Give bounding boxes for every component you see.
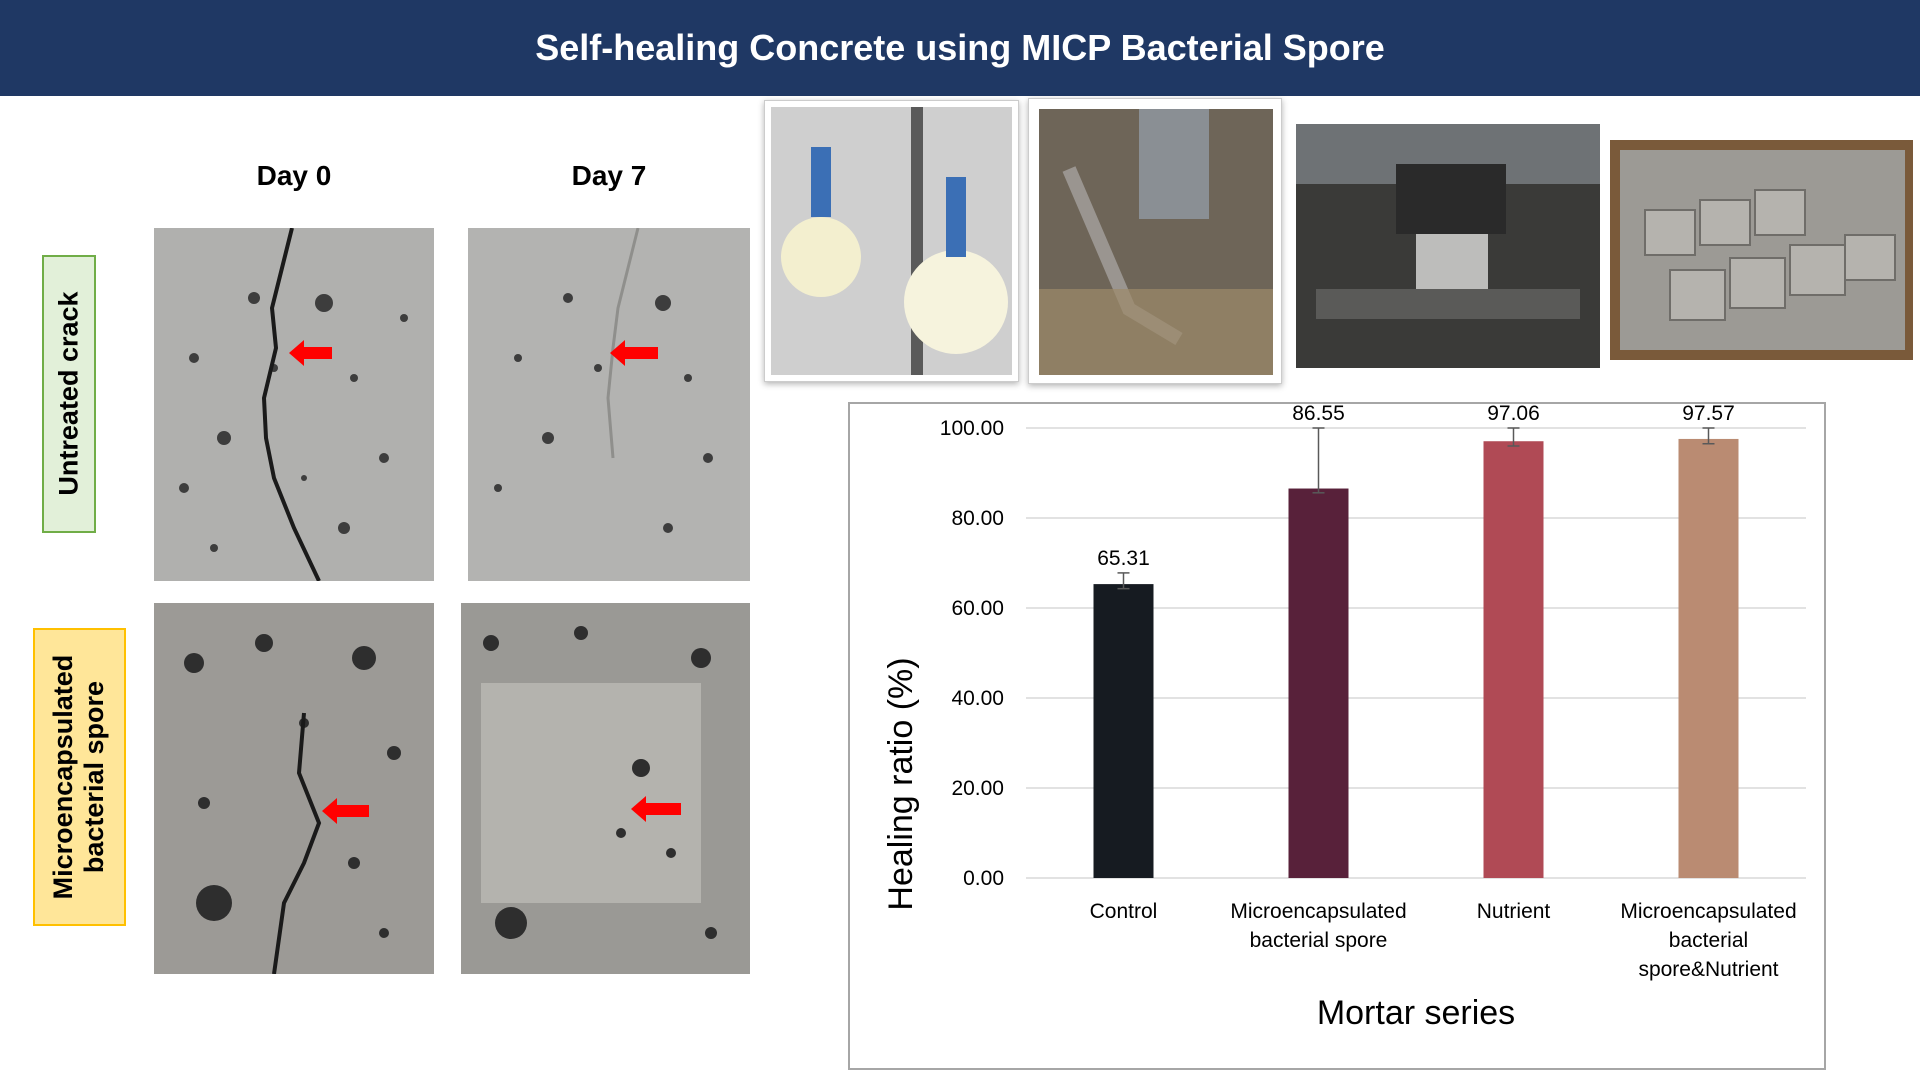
- photo-microencapsulated-day7: [461, 603, 750, 974]
- x-tick-label: Nutrient: [1477, 900, 1551, 923]
- row-label-micro-line1: Microencapsulated: [48, 654, 79, 900]
- photo-mortar-cubes: [1610, 140, 1913, 360]
- arrow-icon: [610, 340, 658, 366]
- photo-untreated-day0: [154, 228, 434, 581]
- arrow-icon: [322, 798, 369, 824]
- x-tick-label: bacterial spore: [1250, 929, 1388, 952]
- photo-mixer: [1028, 98, 1282, 384]
- arrow-icon: [289, 340, 332, 366]
- bar: [1483, 441, 1544, 878]
- arrow-icon: [631, 796, 681, 822]
- photo-untreated-day7: [468, 228, 750, 581]
- bar: [1288, 488, 1349, 878]
- row-label-microencapsulated: Microencapsulated bacterial spore: [33, 628, 126, 926]
- y-tick-label: 80.00: [951, 507, 1004, 530]
- row-label-micro-line2: bacterial spore: [79, 680, 110, 874]
- photo-flasks: [764, 100, 1019, 382]
- data-label: 97.57: [1682, 404, 1735, 425]
- page-title: Self-healing Concrete using MICP Bacteri…: [535, 27, 1385, 68]
- header-banner: Self-healing Concrete using MICP Bacteri…: [0, 0, 1920, 96]
- data-label: 86.55: [1292, 404, 1345, 425]
- y-tick-label: 0.00: [963, 867, 1004, 890]
- x-tick-label: spore&Nutrient: [1638, 958, 1778, 981]
- x-axis-title: Mortar series: [1317, 994, 1515, 1032]
- row-label-microencapsulated-text: Microencapsulated bacterial spore: [48, 655, 110, 900]
- data-label: 65.31: [1097, 547, 1150, 570]
- y-tick-label: 100.00: [940, 417, 1004, 440]
- x-tick-label: Microencapsulated: [1620, 900, 1796, 923]
- data-label: 97.06: [1487, 404, 1540, 425]
- y-tick-label: 20.00: [951, 777, 1004, 800]
- column-label-day7: Day 7: [571, 160, 647, 191]
- chart-frame: 0.00 20.00 40.00 60.00 80.00 100.00 65.31 Contr…: [848, 402, 1826, 1070]
- healing-ratio-chart: 0.00 20.00 40.00 60.00 80.00 100.00 65.31 Contr…: [882, 404, 1806, 1032]
- y-tick-label: 60.00: [951, 597, 1004, 620]
- bar: [1093, 584, 1154, 878]
- bar: [1678, 438, 1739, 878]
- row-label-untreated: Untreated crack: [42, 255, 96, 533]
- x-tick-label: bacterial: [1669, 929, 1748, 952]
- row-label-untreated-text: Untreated crack: [53, 291, 84, 497]
- y-axis-title: Healing ratio (%): [882, 657, 920, 910]
- photo-compression-test: [1296, 124, 1600, 368]
- x-tick-label: Microencapsulated: [1230, 900, 1406, 923]
- x-tick-label: Control: [1090, 900, 1158, 923]
- column-label-day0: Day 0: [256, 160, 332, 191]
- photo-microencapsulated-day0: [154, 603, 434, 974]
- y-tick-label: 40.00: [951, 687, 1004, 710]
